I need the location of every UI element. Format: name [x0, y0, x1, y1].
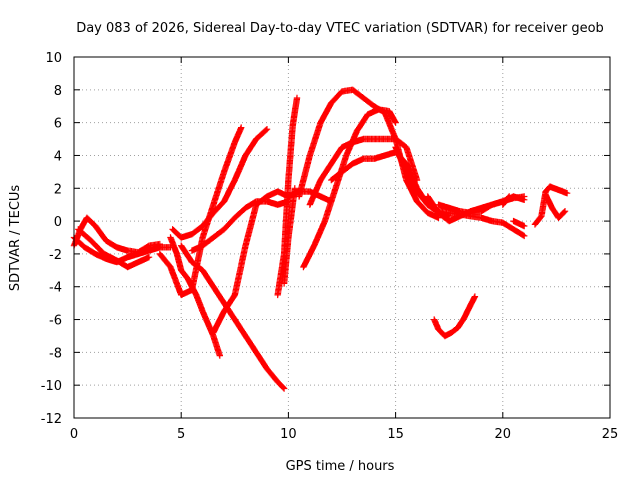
grid-lines — [74, 57, 610, 418]
y-tick-label: 6 — [54, 117, 62, 132]
x-tick-label: 15 — [387, 427, 404, 442]
series-arc-19 — [430, 293, 479, 340]
plot-frame — [73, 56, 611, 419]
y-tick-label: -8 — [49, 346, 62, 361]
y-tick-label: -2 — [49, 248, 62, 263]
data-point-markers — [156, 124, 245, 299]
y-tick-label: -4 — [49, 281, 62, 296]
data-points — [70, 86, 571, 392]
x-tick-label: 25 — [602, 427, 619, 442]
data-point-markers — [178, 242, 288, 392]
x-tick-labels: 0 5 10 15 20 25 — [70, 427, 618, 442]
series-arc-14 — [306, 135, 421, 208]
data-point-markers — [167, 234, 223, 359]
data-point-markers — [430, 293, 479, 340]
series-arc-20 — [510, 217, 528, 230]
series-arc-7 — [178, 242, 288, 392]
data-point-markers — [188, 198, 292, 254]
y-tick-label: 8 — [54, 84, 62, 99]
x-tick-label: 20 — [495, 427, 512, 442]
series-arc-5 — [167, 234, 223, 359]
series-arc-11 — [280, 185, 298, 287]
series-arc-3 — [75, 226, 153, 271]
series-arc-8 — [188, 198, 292, 254]
y-tick-label: 0 — [54, 215, 62, 230]
data-point-markers — [75, 226, 153, 271]
y-tick-label: -6 — [49, 314, 62, 329]
series-arc-22 — [542, 191, 569, 221]
x-tick-label: 10 — [280, 427, 297, 442]
x-tick-label: 5 — [177, 427, 185, 442]
y-axis-label: SDTVAR / TECUs — [8, 185, 23, 292]
y-tick-label: 4 — [54, 149, 62, 164]
axis-ticks — [73, 56, 611, 419]
series-arc-23 — [499, 193, 513, 208]
series-arc-4 — [156, 124, 245, 299]
y-tick-label: -12 — [41, 412, 62, 427]
chart-title: Day 083 of 2026, Sidereal Day-to-day VTE… — [76, 21, 604, 36]
x-axis-label: GPS time / hours — [286, 459, 395, 474]
y-tick-label: -10 — [41, 379, 62, 394]
data-point-markers — [306, 135, 421, 208]
y-tick-labels: -12 -10 -8 -6 -4 -2 0 2 4 6 8 10 — [41, 51, 62, 427]
x-tick-label: 0 — [70, 427, 78, 442]
data-point-markers — [295, 86, 442, 221]
data-point-markers — [169, 126, 271, 241]
data-point-markers — [510, 217, 528, 230]
series-arc-12 — [295, 86, 442, 221]
data-point-markers — [499, 193, 513, 208]
y-tick-label: 10 — [45, 51, 62, 66]
data-point-markers — [542, 191, 569, 221]
series-arc-6 — [169, 126, 271, 241]
y-tick-label: 2 — [54, 182, 62, 197]
data-point-markers — [280, 185, 298, 287]
